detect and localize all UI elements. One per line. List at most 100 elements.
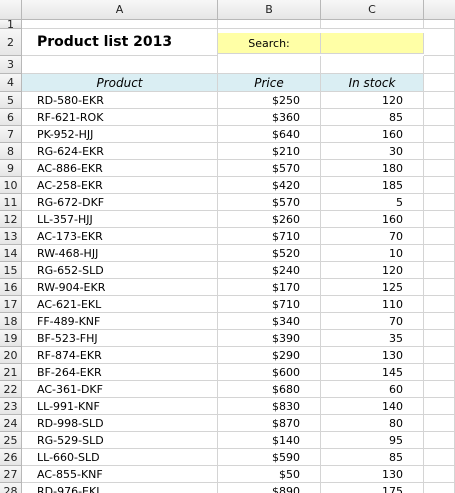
row-header[interactable]: 7 bbox=[0, 126, 22, 143]
cell[interactable] bbox=[424, 109, 455, 126]
cell[interactable] bbox=[424, 347, 455, 364]
row-header[interactable]: 6 bbox=[0, 109, 22, 126]
cell[interactable] bbox=[22, 56, 218, 74]
row-header[interactable]: 5 bbox=[0, 92, 22, 109]
stock-cell[interactable]: 35 bbox=[321, 330, 424, 347]
stock-cell[interactable]: 70 bbox=[321, 228, 424, 245]
row-header[interactable]: 25 bbox=[0, 432, 22, 449]
price-cell[interactable]: $520 bbox=[218, 245, 321, 262]
cell[interactable] bbox=[424, 74, 455, 92]
product-cell[interactable]: BF-523-FHJ bbox=[22, 330, 218, 347]
product-cell[interactable]: LL-357-HJJ bbox=[22, 211, 218, 228]
row-header[interactable]: 9 bbox=[0, 160, 22, 177]
stock-cell[interactable]: 160 bbox=[321, 211, 424, 228]
stock-cell[interactable]: 185 bbox=[321, 177, 424, 194]
row-header[interactable]: 28 bbox=[0, 483, 22, 493]
row-header[interactable]: 11 bbox=[0, 194, 22, 211]
price-cell[interactable]: $590 bbox=[218, 449, 321, 466]
column-header[interactable]: B bbox=[218, 0, 321, 20]
cell[interactable] bbox=[218, 20, 321, 29]
product-cell[interactable]: RG-529-SLD bbox=[22, 432, 218, 449]
price-cell[interactable]: $600 bbox=[218, 364, 321, 381]
price-cell[interactable]: $210 bbox=[218, 143, 321, 160]
cell[interactable] bbox=[218, 56, 321, 74]
cell[interactable] bbox=[424, 415, 455, 432]
cell[interactable] bbox=[424, 330, 455, 347]
product-cell[interactable]: RF-874-EKR bbox=[22, 347, 218, 364]
stock-cell[interactable]: 85 bbox=[321, 449, 424, 466]
stock-cell[interactable]: 140 bbox=[321, 398, 424, 415]
row-header[interactable]: 13 bbox=[0, 228, 22, 245]
row-header[interactable]: 8 bbox=[0, 143, 22, 160]
row-header[interactable]: 26 bbox=[0, 449, 22, 466]
price-cell[interactable]: $640 bbox=[218, 126, 321, 143]
price-cell[interactable]: $870 bbox=[218, 415, 321, 432]
stock-cell[interactable]: 95 bbox=[321, 432, 424, 449]
stock-cell[interactable]: 145 bbox=[321, 364, 424, 381]
row-header[interactable]: 17 bbox=[0, 296, 22, 313]
product-cell[interactable]: AC-173-EKR bbox=[22, 228, 218, 245]
price-cell[interactable]: $140 bbox=[218, 432, 321, 449]
price-cell[interactable]: $340 bbox=[218, 313, 321, 330]
stock-cell[interactable]: 80 bbox=[321, 415, 424, 432]
column-header[interactable]: A bbox=[22, 0, 218, 20]
cell[interactable] bbox=[424, 364, 455, 381]
product-cell[interactable]: AC-886-EKR bbox=[22, 160, 218, 177]
product-cell[interactable]: RG-624-EKR bbox=[22, 143, 218, 160]
cell[interactable] bbox=[424, 245, 455, 262]
stock-cell[interactable]: 60 bbox=[321, 381, 424, 398]
row-header[interactable]: 22 bbox=[0, 381, 22, 398]
cell[interactable] bbox=[424, 228, 455, 245]
cell[interactable] bbox=[424, 143, 455, 160]
stock-cell[interactable]: 10 bbox=[321, 245, 424, 262]
cell[interactable] bbox=[22, 20, 218, 29]
title[interactable]: Product list 2013 bbox=[22, 29, 218, 56]
cell[interactable] bbox=[424, 20, 455, 29]
cell[interactable] bbox=[424, 160, 455, 177]
product-cell[interactable]: AC-855-KNF bbox=[22, 466, 218, 483]
product-cell[interactable]: RW-468-HJJ bbox=[22, 245, 218, 262]
cell[interactable] bbox=[424, 92, 455, 109]
price-cell[interactable]: $680 bbox=[218, 381, 321, 398]
product-cell[interactable]: RG-652-SLD bbox=[22, 262, 218, 279]
table-header[interactable]: Product bbox=[22, 74, 218, 92]
price-cell[interactable]: $570 bbox=[218, 160, 321, 177]
stock-cell[interactable]: 130 bbox=[321, 347, 424, 364]
cell[interactable] bbox=[424, 56, 455, 74]
row-header[interactable]: 3 bbox=[0, 56, 22, 74]
product-cell[interactable]: RD-976-EKL bbox=[22, 483, 218, 493]
product-cell[interactable]: AC-361-DKF bbox=[22, 381, 218, 398]
cell[interactable] bbox=[424, 381, 455, 398]
cell[interactable] bbox=[321, 56, 424, 74]
table-header[interactable]: Price bbox=[218, 74, 321, 92]
row-header[interactable]: 18 bbox=[0, 313, 22, 330]
stock-cell[interactable]: 180 bbox=[321, 160, 424, 177]
row-header[interactable]: 19 bbox=[0, 330, 22, 347]
cell[interactable] bbox=[424, 466, 455, 483]
price-cell[interactable]: $710 bbox=[218, 296, 321, 313]
cell[interactable] bbox=[424, 279, 455, 296]
stock-cell[interactable]: 110 bbox=[321, 296, 424, 313]
table-header[interactable]: In stock bbox=[321, 74, 424, 92]
row-header[interactable]: 16 bbox=[0, 279, 22, 296]
row-header[interactable]: 21 bbox=[0, 364, 22, 381]
column-header[interactable]: C bbox=[321, 0, 424, 20]
search-label[interactable]: Search: bbox=[218, 33, 321, 54]
price-cell[interactable]: $420 bbox=[218, 177, 321, 194]
stock-cell[interactable]: 125 bbox=[321, 279, 424, 296]
price-cell[interactable]: $260 bbox=[218, 211, 321, 228]
stock-cell[interactable]: 120 bbox=[321, 262, 424, 279]
stock-cell[interactable]: 120 bbox=[321, 92, 424, 109]
row-header[interactable]: 24 bbox=[0, 415, 22, 432]
row-header[interactable]: 15 bbox=[0, 262, 22, 279]
cell[interactable] bbox=[424, 126, 455, 143]
product-cell[interactable]: RD-998-SLD bbox=[22, 415, 218, 432]
stock-cell[interactable]: 160 bbox=[321, 126, 424, 143]
product-cell[interactable]: AC-258-EKR bbox=[22, 177, 218, 194]
row-header[interactable]: 20 bbox=[0, 347, 22, 364]
price-cell[interactable]: $360 bbox=[218, 109, 321, 126]
product-cell[interactable]: LL-660-SLD bbox=[22, 449, 218, 466]
cell[interactable] bbox=[424, 398, 455, 415]
search-input[interactable] bbox=[321, 33, 424, 54]
price-cell[interactable]: $390 bbox=[218, 330, 321, 347]
